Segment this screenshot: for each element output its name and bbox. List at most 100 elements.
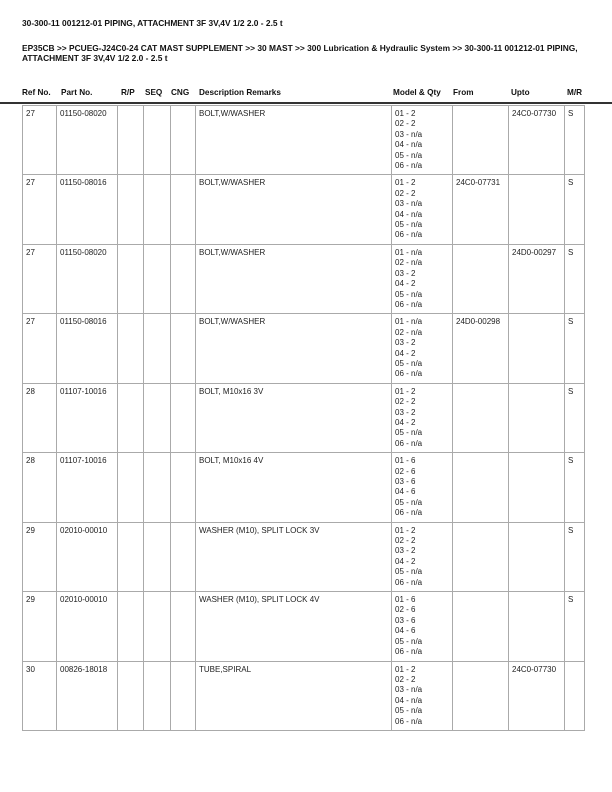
model-qty: 05 - n/a [395, 428, 423, 438]
model-qty: 03 - n/a [395, 199, 423, 209]
model-qty: 06 - n/a [395, 230, 423, 240]
seq-cell [143, 313, 171, 384]
ref-no-cell: 28 [22, 382, 57, 454]
model-qty: 05 - n/a [395, 636, 423, 646]
model-qty: 01 - 2 [395, 109, 416, 118]
rp-cell [117, 382, 144, 454]
model-qty: 01 - 2 [395, 386, 416, 396]
upto-cell [508, 452, 565, 523]
col-desc: Description Remarks [199, 88, 281, 97]
upto-cell: 24C0-07730 [508, 104, 565, 176]
model-qty: 01 - 2 [395, 664, 416, 674]
cng-cell [170, 452, 196, 523]
col-ref: Ref No. [22, 88, 51, 97]
model-qty: 04 - n/a [395, 695, 423, 705]
model-qty: 03 - 6 [395, 477, 416, 486]
model-qty: 04 - 2 [395, 556, 416, 566]
from-cell [452, 591, 509, 662]
from-cell [452, 382, 509, 454]
cng-cell [170, 591, 196, 662]
ref-no-cell: 29 [22, 521, 57, 593]
part-no-cell: 02010-00010 [56, 521, 118, 593]
rp-cell [117, 174, 144, 245]
model-qty: 02 - n/a [395, 327, 423, 337]
model-qty: 03 - 2 [395, 546, 416, 556]
ref-no-cell: 27 [22, 313, 57, 384]
model-qty-cell: 01 - n/a 02 - n/a 03 - 2 04 - 2 05 - n/a 06 -… [391, 243, 453, 315]
rp-cell [117, 591, 144, 662]
rp-cell [117, 313, 144, 384]
cng-cell [170, 382, 196, 454]
table-row: 27 01150-08016 BOLT,W/WASHER 01 - n/a 02 - n… [22, 313, 585, 384]
part-no-cell: 02010-00010 [56, 591, 118, 662]
table-row: 30 00826-18018 TUBE,SPIRAL 01 - 2 02 - 2 03 -… [22, 660, 585, 731]
model-qty: 02 - 2 [395, 119, 416, 129]
model-qty: 04 - n/a [395, 209, 423, 219]
col-rp: R/P [121, 88, 135, 97]
upto-cell [508, 521, 565, 593]
model-qty: 06 - n/a [395, 369, 423, 379]
col-model: Model & Qty [393, 88, 441, 97]
model-qty: 03 - n/a [395, 129, 423, 139]
from-cell [452, 521, 509, 593]
from-cell [452, 660, 509, 731]
model-qty: 06 - n/a [395, 577, 423, 587]
mr-cell: S [564, 521, 585, 593]
mr-cell: S [564, 243, 585, 315]
upto-cell: 24C0-07730 [508, 660, 565, 731]
col-seq: SEQ [145, 88, 163, 97]
model-qty: 05 - n/a [395, 220, 423, 230]
seq-cell [143, 452, 171, 523]
seq-cell [143, 104, 171, 176]
from-cell [452, 243, 509, 315]
part-no-cell: 01150-08016 [56, 174, 118, 245]
model-qty: 02 - 2 [395, 188, 416, 198]
ref-no-cell: 29 [22, 591, 57, 662]
from-cell: 24D0-00298 [452, 313, 509, 384]
model-qty: 04 - 2 [395, 417, 416, 427]
parts-table: 27 01150-08020 BOLT,W/WASHER 01 - 2 02 - 2 03… [22, 104, 585, 731]
part-no-cell: 00826-18018 [56, 660, 118, 731]
model-qty: 02 - 2 [395, 536, 416, 546]
model-qty-cell: 01 - 2 02 - 2 03 - n/a 04 - n/a 05 - n/a 06 -… [391, 174, 453, 245]
cng-cell [170, 174, 196, 245]
model-qty-cell: 01 - 2 02 - 2 03 - n/a 04 - n/a 05 - n/a 06 -… [391, 660, 453, 731]
ref-no-cell: 30 [22, 660, 57, 731]
rp-cell [117, 660, 144, 731]
description-cell: BOLT,W/WASHER [195, 243, 392, 315]
model-qty: 02 - n/a [395, 258, 423, 268]
cng-cell [170, 104, 196, 176]
table-row: 28 01107-10016 BOLT, M10x16 4V 01 - 6 02 - 6… [22, 452, 585, 523]
model-qty-cell: 01 - 2 02 - 2 03 - n/a 04 - n/a 05 - n/a 06 -… [391, 104, 453, 176]
model-qty: 03 - n/a [395, 685, 423, 695]
ref-no-cell: 27 [22, 104, 57, 176]
model-qty-cell: 01 - 2 02 - 2 03 - 2 04 - 2 05 - n/a 06 - n/a [391, 382, 453, 454]
rp-cell [117, 521, 144, 593]
mr-cell: S [564, 313, 585, 384]
part-no-cell: 01150-08016 [56, 313, 118, 384]
model-qty: 01 - 6 [395, 456, 416, 466]
col-cng: CNG [171, 88, 190, 97]
header-divider [0, 102, 612, 104]
model-qty: 02 - 2 [395, 674, 416, 684]
rp-cell [117, 452, 144, 523]
model-qty-cell: 01 - n/a 02 - n/a 03 - 2 04 - 2 05 - n/a 06 -… [391, 313, 453, 384]
model-qty: 02 - 6 [395, 466, 416, 476]
model-qty: 06 - n/a [395, 716, 423, 726]
seq-cell [143, 521, 171, 593]
model-qty: 02 - 6 [395, 605, 416, 615]
col-upto: Upto [511, 88, 530, 97]
model-qty: 02 - 2 [395, 397, 416, 407]
model-qty: 03 - 2 [395, 268, 416, 278]
description-cell: BOLT,W/WASHER [195, 174, 392, 245]
seq-cell [143, 243, 171, 315]
mr-cell [564, 660, 585, 731]
ref-no-cell: 27 [22, 174, 57, 245]
table-row: 29 02010-00010 WASHER (M10), SPLIT LOCK 4V… [22, 591, 585, 662]
part-no-cell: 01107-10016 [56, 452, 118, 523]
model-qty: 06 - n/a [395, 438, 423, 448]
col-from: From [453, 88, 474, 97]
part-no-cell: 01150-08020 [56, 104, 118, 176]
model-qty: 01 - 2 [395, 178, 416, 188]
seq-cell [143, 660, 171, 731]
